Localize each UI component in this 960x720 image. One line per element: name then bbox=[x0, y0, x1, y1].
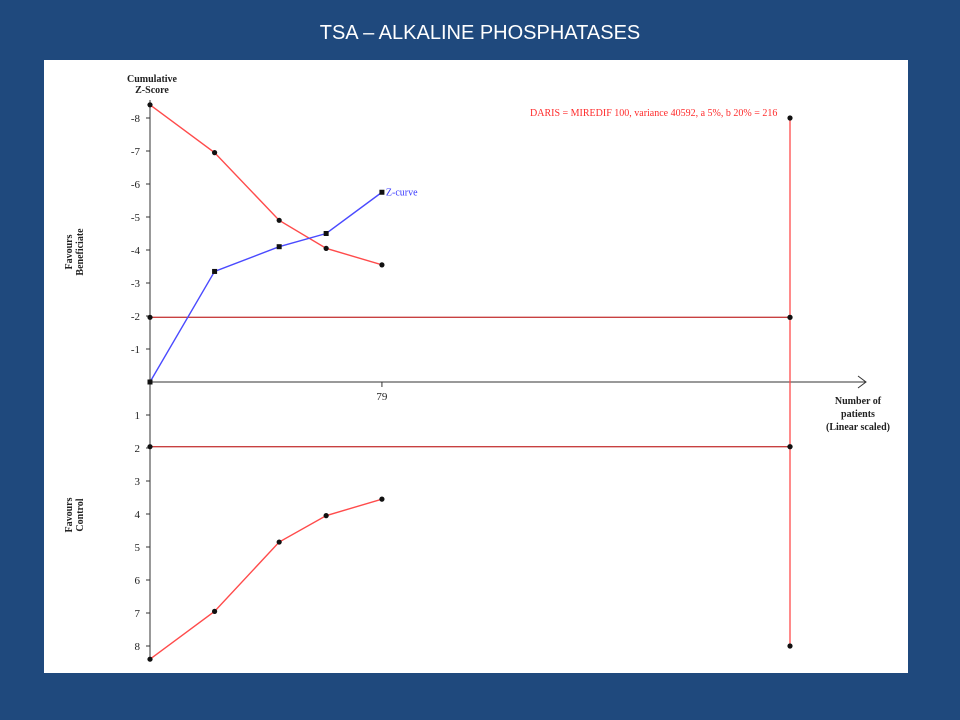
z-curve-label: Z-curve bbox=[386, 187, 418, 198]
y-tick-label: -4 bbox=[131, 245, 141, 257]
favours-beneficiate-label: Favours Beneficiate bbox=[64, 228, 86, 276]
z-curve-point bbox=[379, 189, 385, 195]
y-tick-label: 6 bbox=[135, 575, 141, 587]
chart-panel: -8 -7 -6 -5 -4 -3 -2 -1 1 2 3 4 5 6 7 8 79 Z-curve Cumul… bbox=[44, 60, 908, 673]
y-tick-label: 5 bbox=[135, 542, 141, 554]
y-tick-label: -7 bbox=[131, 146, 141, 158]
x-tick-label: 79 bbox=[376, 391, 388, 403]
y-tick-label: -1 bbox=[131, 344, 140, 356]
y-axis-title: Cumulative bbox=[127, 74, 178, 85]
x-axis-title: (Linear scaled) bbox=[826, 422, 890, 433]
y-ticks: -8 -7 -6 -5 -4 -3 -2 -1 1 2 3 4 5 6 7 8 79 bbox=[131, 113, 388, 653]
ris-marker bbox=[787, 444, 793, 450]
boundary-point bbox=[211, 150, 218, 156]
tsa-chart: -8 -7 -6 -5 -4 -3 -2 -1 1 2 3 4 5 6 7 8 79 Z-curve Cumul… bbox=[64, 74, 890, 662]
z-curve-point bbox=[323, 231, 329, 236]
y-tick-label: -5 bbox=[131, 212, 141, 224]
boundary-point bbox=[211, 608, 218, 614]
y-tick-label: 2 bbox=[135, 443, 141, 455]
daris-annotation: DARIS = MIREDIF 100, variance 40592, a 5… bbox=[530, 108, 777, 119]
boundary-marker bbox=[147, 314, 153, 320]
axes bbox=[149, 100, 867, 658]
ris-marker bbox=[787, 314, 793, 320]
y-tick-label: -3 bbox=[131, 278, 141, 290]
y-tick-label: 4 bbox=[135, 509, 141, 521]
boundary-marker bbox=[147, 444, 153, 450]
x-axis-arrow bbox=[857, 375, 867, 389]
slide-title: TSA – ALKALINE PHOSPHATASES bbox=[319, 22, 641, 44]
favours-beneficiate-label-text: Favours bbox=[64, 234, 75, 269]
y-tick-label: 1 bbox=[135, 410, 141, 422]
monitoring-boundary-line bbox=[149, 498, 383, 660]
boundary-point bbox=[323, 245, 329, 251]
boundary-point bbox=[379, 262, 385, 268]
series-lines: Z-curve bbox=[147, 187, 418, 385]
favours-control-label: Favours Control bbox=[64, 497, 86, 532]
favours-beneficiate-label-text: Beneficiate bbox=[75, 228, 86, 276]
boundary-point bbox=[147, 656, 153, 662]
y-tick-label: 3 bbox=[135, 476, 141, 488]
boundary-point bbox=[379, 496, 385, 502]
y-tick-label: -6 bbox=[131, 179, 141, 191]
favours-control-label-text: Control bbox=[75, 498, 86, 531]
z-curve-point bbox=[147, 379, 153, 385]
z-curve-point bbox=[212, 268, 218, 274]
boundary-point bbox=[276, 217, 282, 223]
ris-marker bbox=[787, 115, 793, 121]
y-tick-label: -2 bbox=[131, 311, 140, 323]
ris-marker bbox=[787, 643, 793, 649]
y-tick-label: 8 bbox=[135, 641, 141, 653]
y-tick-label: -8 bbox=[131, 113, 141, 125]
boundary-lines bbox=[147, 102, 793, 662]
y-axis-title: Z-Score bbox=[135, 85, 169, 96]
x-axis-title: patients bbox=[841, 409, 875, 420]
y-tick-label: 7 bbox=[135, 608, 141, 620]
boundary-point bbox=[276, 539, 282, 545]
z-curve-point bbox=[276, 244, 282, 250]
boundary-point bbox=[323, 513, 329, 519]
favours-control-label-text: Favours bbox=[64, 497, 75, 532]
monitoring-boundary-line bbox=[149, 104, 383, 266]
x-axis-title: Number of bbox=[835, 396, 882, 407]
boundary-point bbox=[147, 102, 153, 108]
z-curve-line bbox=[149, 191, 383, 383]
